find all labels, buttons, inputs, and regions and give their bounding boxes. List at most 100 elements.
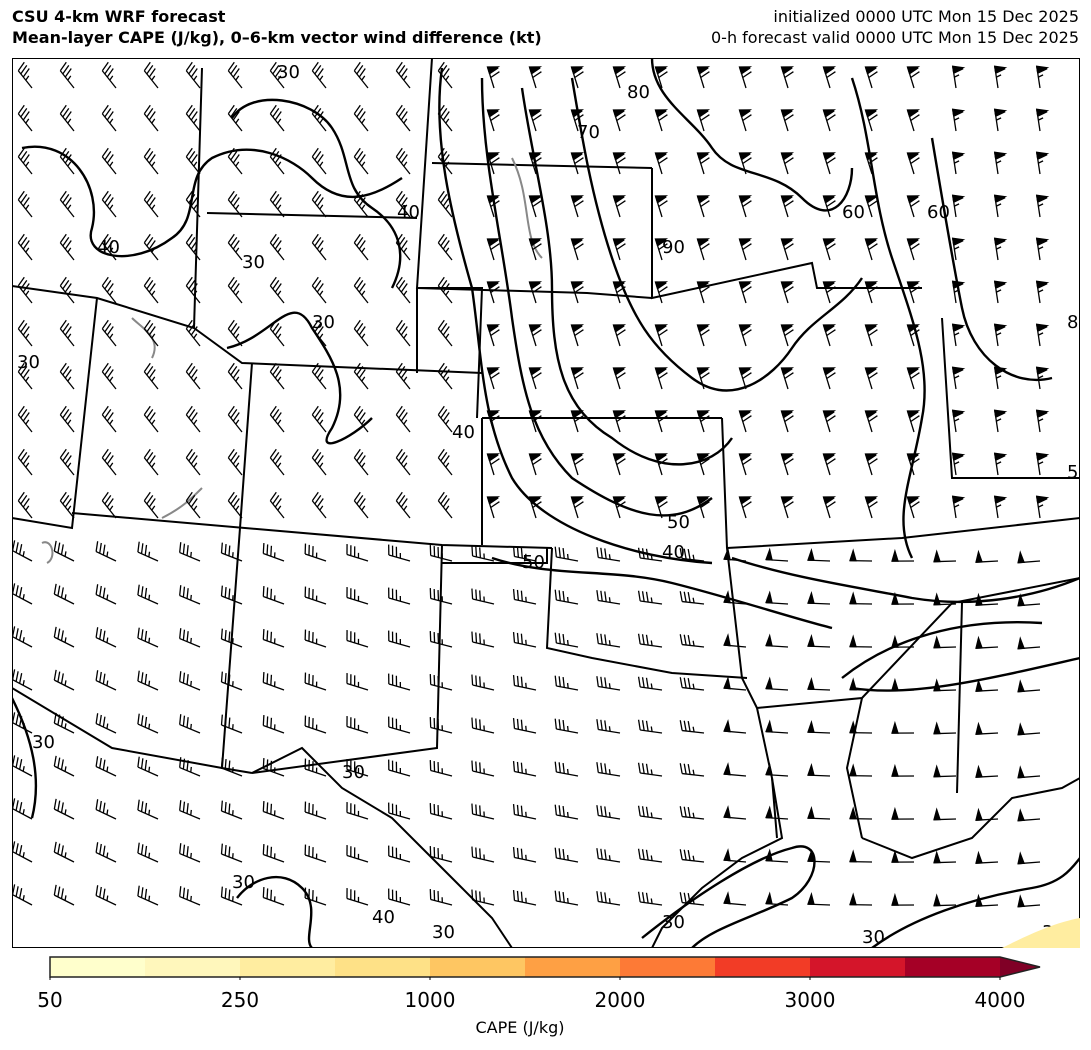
wind-barb (891, 849, 915, 863)
wind-barb (227, 61, 243, 89)
wind-barb (179, 843, 201, 863)
wind-barb (933, 549, 957, 563)
wind-barb (975, 893, 999, 907)
wind-barb (137, 713, 159, 734)
colorbar-tick-label: 50 (37, 988, 63, 1012)
colorbar-tick-label: 1000 (404, 988, 456, 1012)
wind-barb (262, 844, 285, 863)
wind-barb (807, 891, 831, 906)
wind-barb (179, 628, 201, 648)
wind-barb (933, 893, 957, 907)
wind-barb (637, 762, 663, 777)
wind-barb (395, 448, 411, 476)
contour-label: 50 (522, 552, 545, 573)
wind-barb (933, 764, 957, 778)
wind-barb (12, 540, 33, 562)
wind-barb (612, 410, 627, 433)
wind-barb (951, 108, 966, 132)
wind-barb (227, 276, 243, 304)
wind-barb (637, 848, 663, 863)
wind-barb (53, 540, 75, 562)
wind-barb (437, 448, 453, 476)
wind-barb (822, 281, 837, 304)
wind-barb (395, 491, 411, 519)
wind-barb (528, 66, 543, 89)
wind-barb (933, 635, 957, 649)
wind-barb (975, 721, 999, 735)
wind-barb (388, 716, 411, 734)
wind-barb (765, 719, 789, 734)
wind-barb (993, 108, 1008, 132)
wind-barb (765, 676, 789, 691)
contour-label: 40 (397, 202, 420, 223)
wind-barb (906, 281, 921, 304)
wind-barb (1017, 593, 1041, 607)
wind-barb (891, 892, 915, 906)
wind-barb (1017, 851, 1041, 865)
wind-barb (227, 448, 243, 476)
wind-barb (269, 405, 285, 433)
valid-time: 0-h forecast valid 0000 UTC Mon 15 Dec 2… (710, 28, 1079, 47)
wind-barb (738, 324, 753, 347)
wind-barb (179, 671, 201, 691)
wind-barb (179, 886, 201, 906)
wind-barb (262, 715, 285, 734)
wind-barb (528, 453, 543, 476)
wind-barb (346, 587, 369, 605)
wind-barb (951, 409, 966, 433)
wind-barb (512, 675, 537, 691)
wind-barb (137, 670, 159, 691)
wind-barb (346, 888, 369, 906)
wind-barb (780, 109, 795, 132)
wind-barb (17, 104, 33, 132)
wind-barb (864, 367, 879, 390)
wind-barb (395, 362, 411, 390)
wind-barb (570, 453, 585, 476)
contour-label: 70 (577, 122, 600, 143)
wind-barb (780, 496, 795, 519)
wind-barb (654, 109, 669, 132)
wind-barb (993, 237, 1008, 261)
wind-barb (637, 805, 663, 820)
wind-barb (395, 61, 411, 89)
wind-barb (891, 548, 915, 562)
wind-barb (304, 543, 327, 562)
wind-barb (975, 764, 999, 778)
wind-barb (304, 801, 327, 820)
wind-barb (437, 104, 453, 132)
wind-barb (975, 807, 999, 821)
wind-barb (765, 762, 789, 777)
wind-barb (554, 804, 579, 820)
wind-barb (311, 233, 327, 261)
contour-label: 50 (667, 512, 690, 533)
contour-label: 30 (17, 352, 40, 373)
wind-barb (353, 491, 369, 519)
wind-barb (269, 491, 285, 519)
contour-label: 40 (372, 907, 395, 928)
wind-barb (596, 848, 621, 863)
wind-barb (528, 281, 543, 304)
wind-barb (143, 319, 159, 347)
wind-barb (1035, 237, 1050, 261)
wind-barb (12, 712, 33, 734)
wind-barb (388, 759, 411, 777)
wind-barb (388, 544, 411, 562)
wind-barb (951, 452, 966, 476)
wind-barb (59, 61, 75, 89)
wind-barb (654, 66, 669, 89)
wind-barb (137, 756, 159, 777)
wind-barb (437, 147, 453, 175)
wind-barb (993, 409, 1008, 433)
wind-barb (554, 761, 579, 777)
wind-barb (346, 673, 369, 691)
wind-barb (596, 805, 621, 820)
wind-barb (849, 892, 873, 906)
wind-barb (654, 324, 669, 347)
wind-barb (395, 233, 411, 261)
wind-barb (512, 546, 537, 562)
wind-barb (429, 760, 453, 777)
wind-barb (137, 842, 159, 863)
wind-barb (353, 190, 369, 218)
wind-barb (179, 585, 201, 605)
wind-barb (311, 276, 327, 304)
